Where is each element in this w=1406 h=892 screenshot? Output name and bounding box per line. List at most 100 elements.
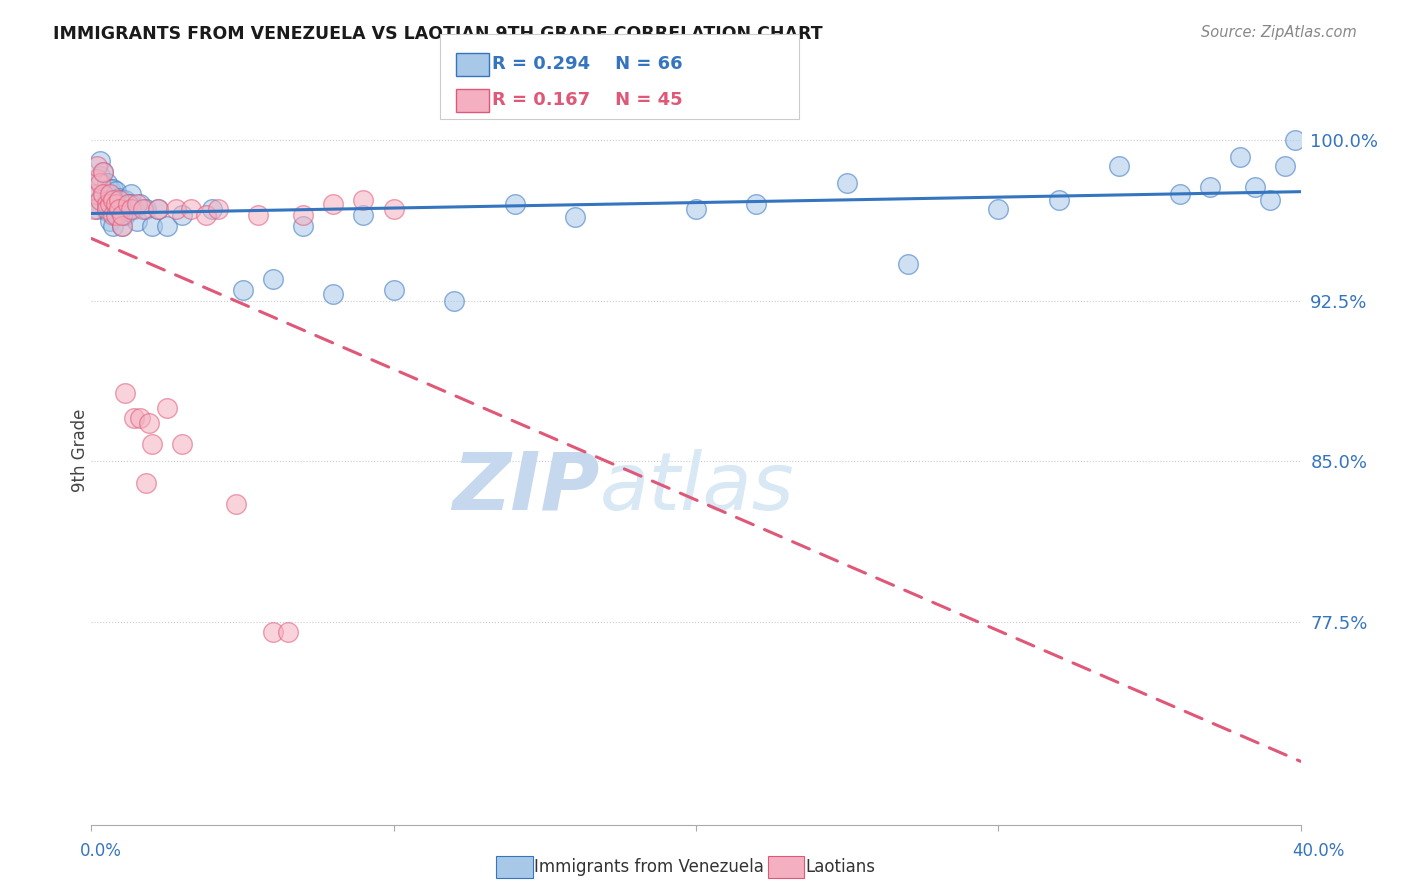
- Y-axis label: 9th Grade: 9th Grade: [72, 409, 89, 492]
- Point: [117, 203, 139, 218]
- Point: [1274, 159, 1296, 173]
- Point: [104, 185, 127, 199]
- Point: [201, 202, 224, 216]
- Point: [141, 219, 163, 233]
- Point: [107, 191, 129, 205]
- Text: 40.0%: 40.0%: [1292, 842, 1346, 860]
- Point: [443, 293, 465, 308]
- Point: [98, 203, 121, 218]
- Point: [1229, 150, 1251, 164]
- Point: [120, 202, 142, 216]
- Point: [322, 197, 344, 211]
- Text: 0.0%: 0.0%: [80, 842, 122, 860]
- Point: [146, 202, 169, 216]
- Point: [135, 202, 157, 216]
- Point: [128, 197, 150, 211]
- Point: [122, 411, 145, 425]
- Point: [104, 208, 127, 222]
- Point: [122, 202, 145, 216]
- Point: [86, 171, 108, 186]
- Point: [93, 165, 115, 179]
- Point: [93, 165, 115, 179]
- Point: [352, 193, 374, 207]
- Text: R = 0.294    N = 66: R = 0.294 N = 66: [492, 55, 683, 73]
- Text: R = 0.167    N = 45: R = 0.167 N = 45: [492, 91, 683, 109]
- Point: [93, 186, 115, 201]
- Point: [172, 208, 194, 222]
- Point: [262, 625, 284, 640]
- Point: [89, 176, 111, 190]
- Point: [120, 197, 142, 211]
- Point: [83, 186, 105, 201]
- Point: [83, 197, 105, 211]
- Point: [96, 197, 118, 211]
- Point: [180, 202, 202, 216]
- Point: [165, 202, 187, 216]
- Point: [1047, 193, 1070, 207]
- Point: [107, 202, 129, 216]
- Point: [503, 197, 526, 211]
- Point: [107, 202, 129, 216]
- Point: [987, 202, 1010, 216]
- Point: [1260, 193, 1282, 207]
- Point: [104, 208, 127, 222]
- Point: [231, 283, 253, 297]
- Text: Immigrants from Venezuela: Immigrants from Venezuela: [534, 858, 763, 876]
- Point: [225, 497, 247, 511]
- Point: [89, 154, 111, 169]
- Point: [172, 437, 194, 451]
- Point: [146, 202, 169, 216]
- Point: [111, 219, 132, 233]
- Point: [98, 186, 121, 201]
- Point: [104, 193, 127, 207]
- Point: [114, 193, 136, 207]
- Point: [98, 197, 121, 211]
- Point: [86, 186, 108, 201]
- Point: [564, 210, 586, 224]
- Point: [111, 197, 132, 211]
- Point: [96, 203, 118, 218]
- Point: [83, 202, 105, 216]
- Point: [685, 202, 707, 216]
- Text: Source: ZipAtlas.com: Source: ZipAtlas.com: [1201, 25, 1357, 40]
- Point: [98, 214, 121, 228]
- Point: [86, 159, 108, 173]
- Point: [111, 219, 132, 233]
- Point: [292, 219, 315, 233]
- Point: [96, 176, 118, 190]
- Point: [352, 208, 374, 222]
- Point: [322, 287, 344, 301]
- Point: [1198, 180, 1220, 194]
- Point: [835, 176, 858, 190]
- Point: [292, 208, 315, 222]
- Point: [382, 283, 405, 297]
- Point: [96, 202, 118, 216]
- Point: [98, 182, 121, 196]
- Point: [86, 202, 108, 216]
- Point: [114, 202, 136, 216]
- Text: atlas: atlas: [599, 449, 794, 527]
- Point: [89, 169, 111, 184]
- Point: [897, 257, 920, 271]
- Point: [1244, 180, 1267, 194]
- Point: [1108, 159, 1130, 173]
- Point: [277, 625, 299, 640]
- Point: [382, 202, 405, 216]
- Point: [195, 208, 218, 222]
- Point: [125, 214, 148, 228]
- Point: [104, 197, 127, 211]
- Point: [107, 193, 129, 207]
- Text: ZIP: ZIP: [451, 449, 599, 527]
- Point: [207, 202, 229, 216]
- Point: [132, 202, 155, 216]
- Point: [120, 186, 142, 201]
- Point: [101, 182, 124, 196]
- Point: [745, 197, 768, 211]
- Point: [138, 416, 160, 430]
- Point: [135, 475, 157, 490]
- Point: [141, 437, 163, 451]
- Point: [107, 203, 129, 218]
- Text: Laotians: Laotians: [806, 858, 876, 876]
- Point: [125, 197, 148, 211]
- Point: [101, 219, 124, 233]
